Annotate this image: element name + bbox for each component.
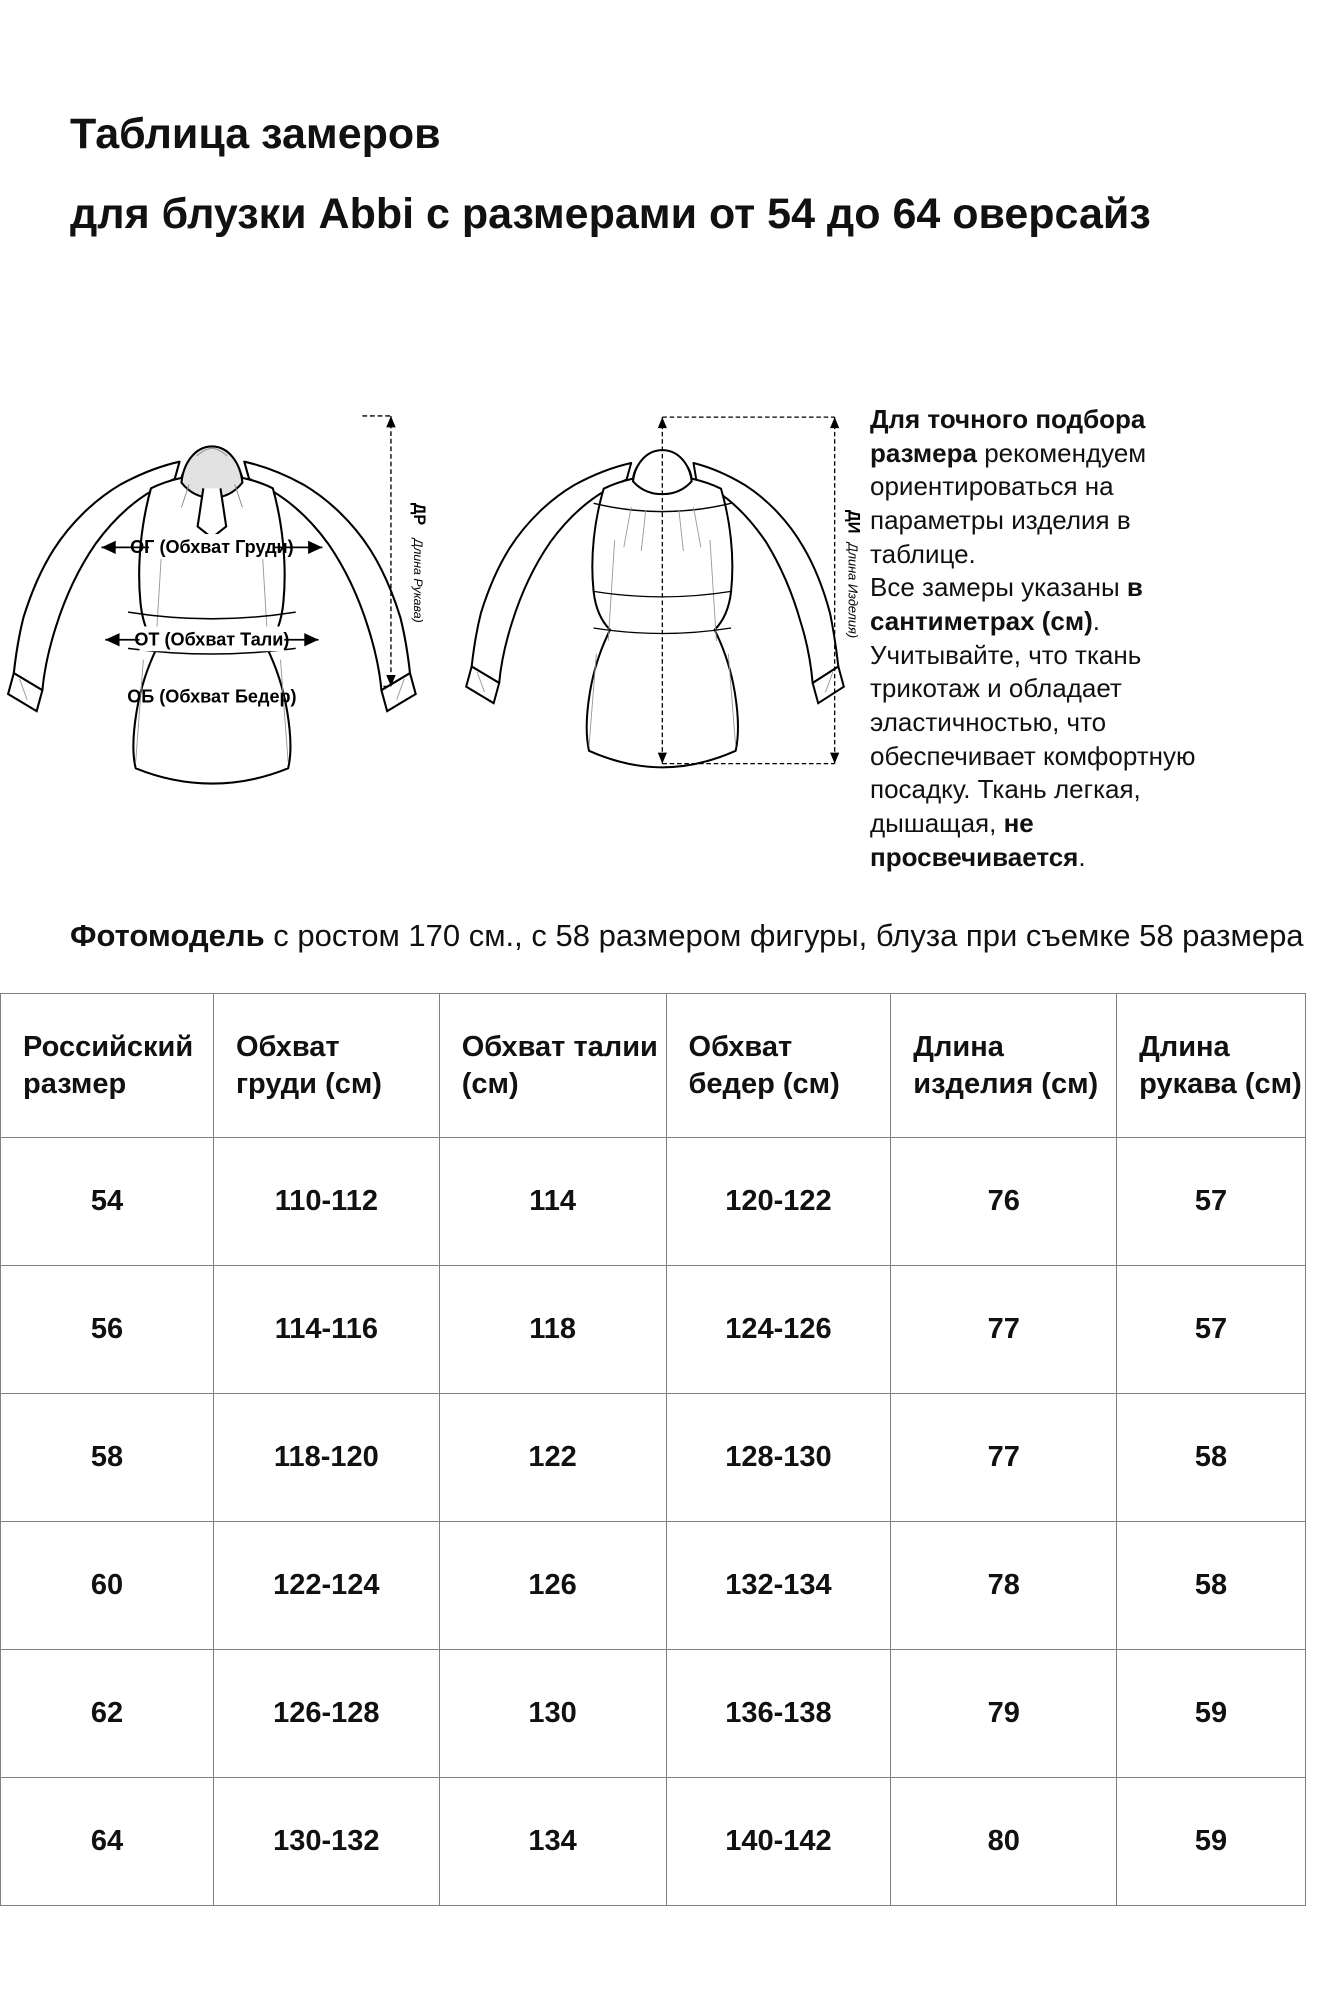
svg-text:Длина Рукава): Длина Рукава) [411, 537, 425, 623]
svg-text:Длина Изделия): Длина Изделия) [845, 541, 860, 638]
svg-text:ОТ (Обхват Тали): ОТ (Обхват Тали) [134, 629, 289, 649]
svg-text:ДР: ДР [410, 503, 428, 526]
svg-text:ДИ: ДИ [844, 510, 862, 534]
svg-text:ОБ (Обхват Бедер): ОБ (Обхват Бедер) [127, 687, 296, 707]
svg-text:ОГ (Обхват Груди): ОГ (Обхват Груди) [130, 537, 294, 557]
